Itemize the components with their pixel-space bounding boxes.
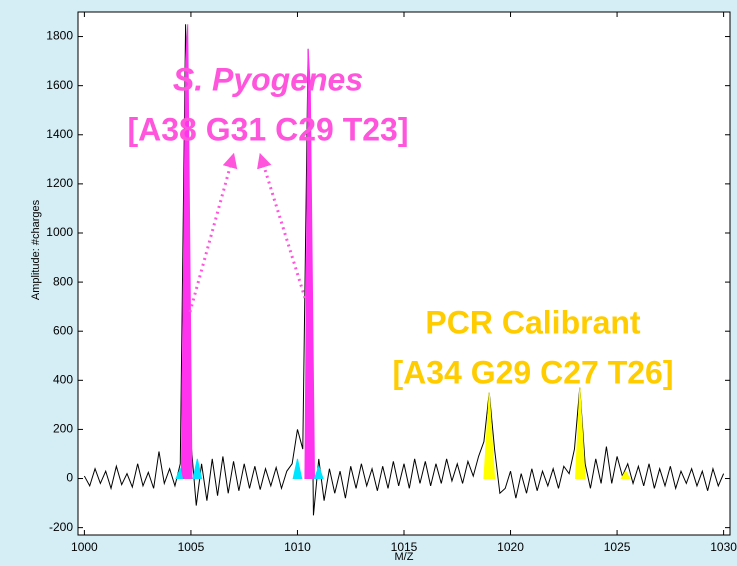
peak-area [192,458,203,480]
y-tick-label: 1000 [46,225,73,239]
x-axis-label: M/Z [395,551,414,563]
x-tick-label: 1020 [497,540,524,554]
peak-area [175,467,184,480]
peak-area [304,48,316,480]
peak-area [180,24,193,480]
y-tick-label: 1600 [46,78,73,92]
x-tick-label: 1015 [391,540,418,554]
annotation: S. Pyogenes [173,61,363,97]
y-tick-label: -200 [49,520,73,534]
y-tick-label: 0 [66,471,73,485]
y-tick-label: 600 [53,323,73,337]
arrow [188,152,238,313]
peak-area [574,387,586,480]
arrow [257,152,307,299]
x-tick-label: 1000 [71,540,98,554]
annotation: PCR Calibrant [425,304,640,340]
y-tick-label: 200 [53,422,73,436]
annotation: [A34 G29 C27 T26] [392,354,673,390]
peak-area [620,470,631,480]
x-tick-label: 1005 [178,540,205,554]
peak-area [483,392,496,480]
y-axis-label: Amplitude: #charges [30,199,42,300]
peak-area [313,464,324,480]
y-tick-label: 400 [53,372,73,386]
x-tick-label: 1025 [604,540,631,554]
y-tick-label: 1200 [46,176,73,190]
x-tick-label: 1010 [284,540,311,554]
x-tick-label: 1030 [710,540,737,554]
annotation: [A38 G31 C29 T23] [127,111,408,147]
y-tick-label: 1800 [46,29,73,43]
y-tick-label: 1400 [46,127,73,141]
y-tick-label: 800 [53,274,73,288]
peak-area [292,458,303,480]
